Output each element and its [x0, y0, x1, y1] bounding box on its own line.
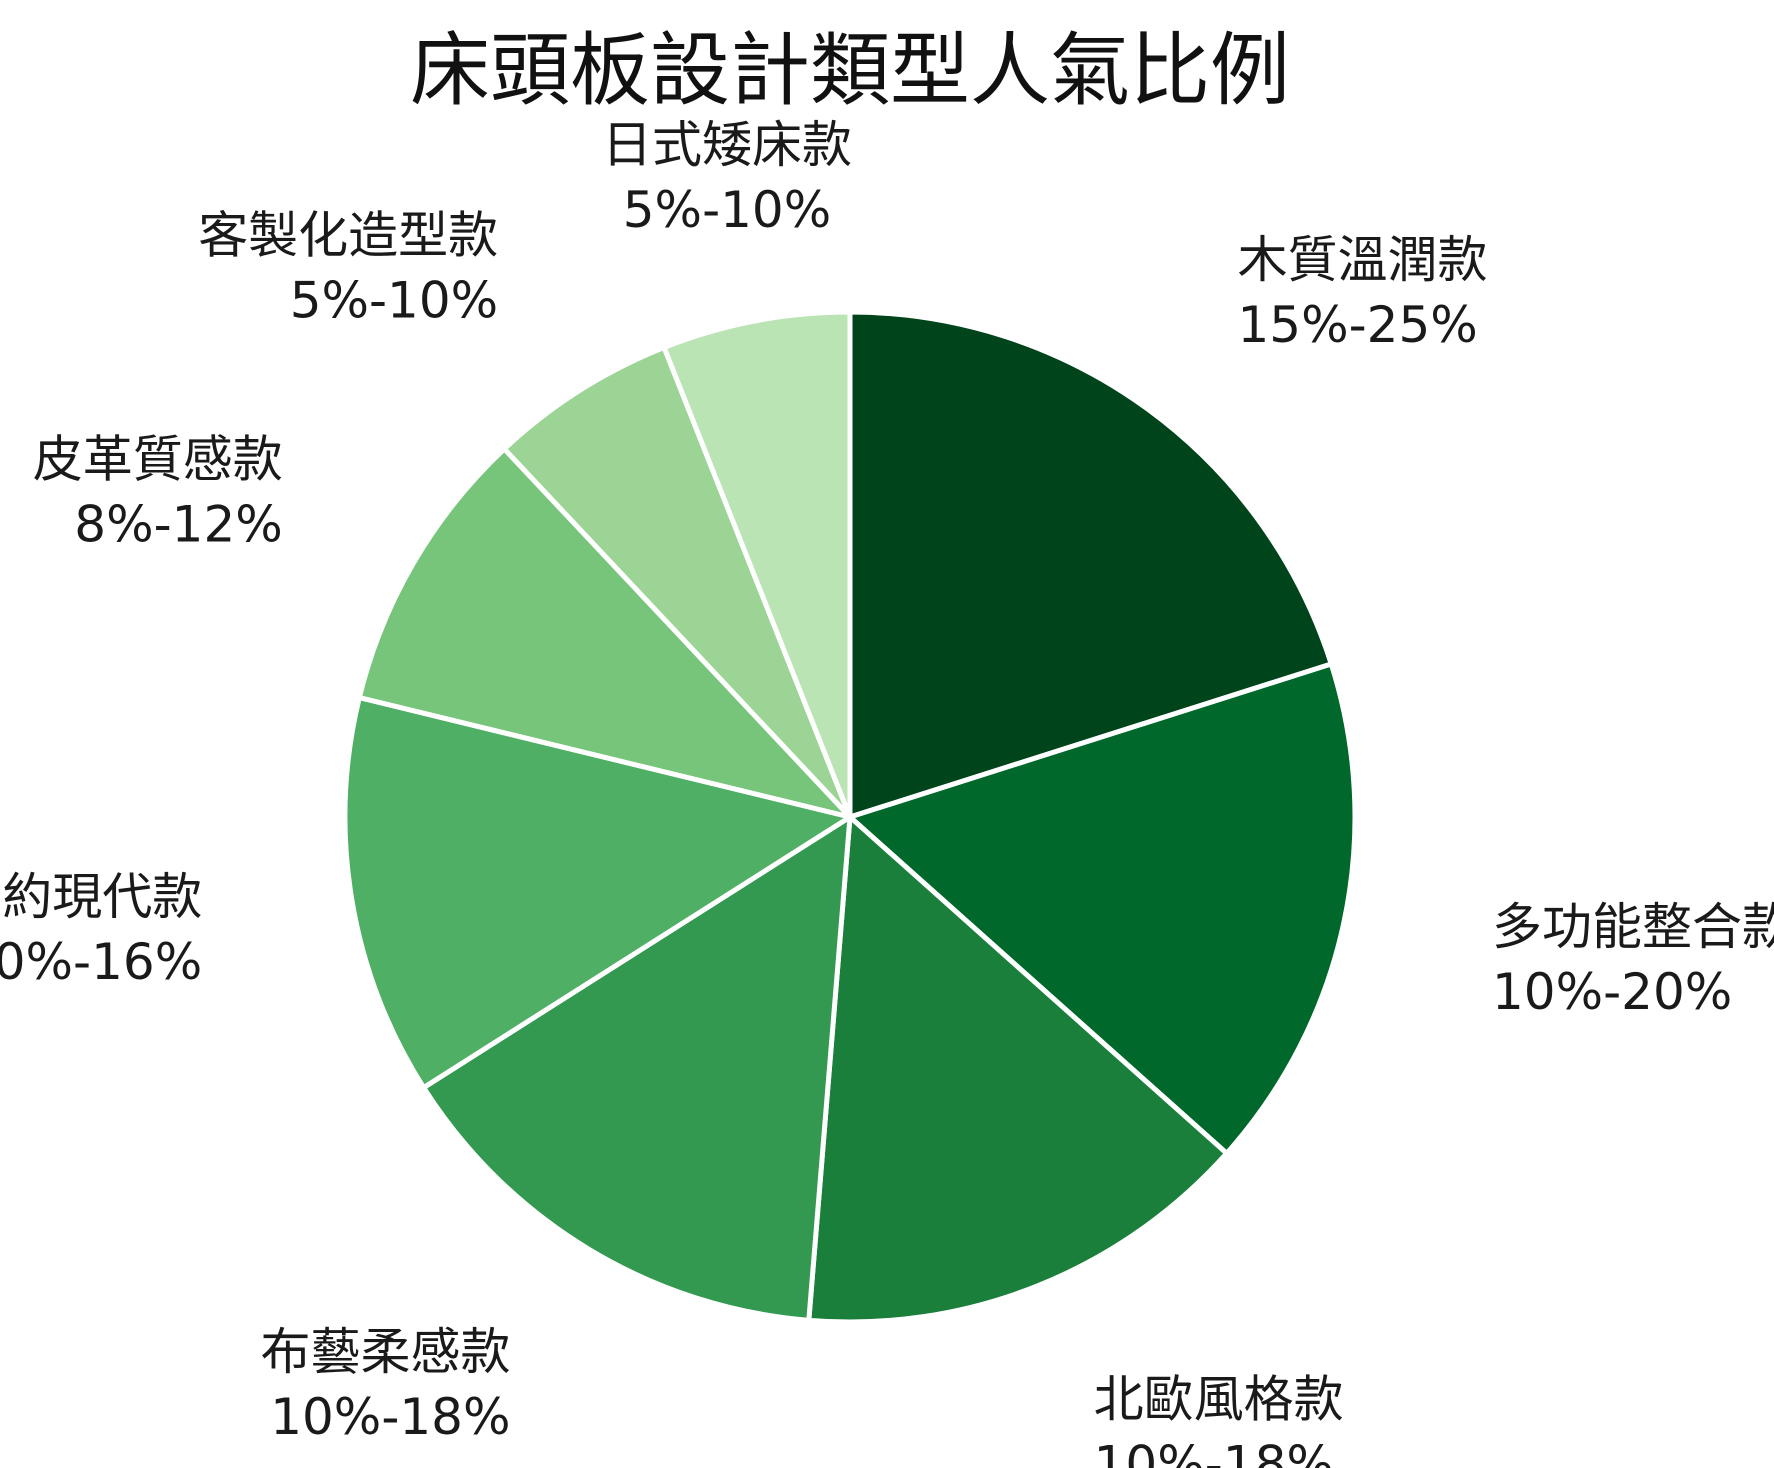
slice-range: 10%-18%: [270, 1388, 510, 1446]
pie-slice-1: [847, 309, 1334, 820]
pie-labels: 木質溫潤款 15%-25%多功能整合款 10%-20%北歐風格款 10%-18%布藝柔…: [0, 116, 1774, 1468]
slice-label-5: 簡約現代款 10%-16%: [0, 868, 202, 991]
pie-slice-7: [501, 344, 853, 820]
pie-slice-6: [356, 446, 853, 820]
slice-label-8: 日式矮床款 5%-10%: [602, 116, 852, 239]
slice-name: 北歐風格款: [1094, 1371, 1344, 1429]
pie-slice-4: [421, 814, 853, 1323]
pie-slices: [342, 309, 1358, 1325]
slice-name: 木質溫潤款: [1238, 231, 1488, 289]
pie-slice-3: [806, 814, 1230, 1325]
slice-name: 簡約現代款: [0, 868, 202, 926]
slice-label-3: 北歐風格款 10%-18%: [1094, 1371, 1344, 1468]
slice-label-1: 木質溫潤款 15%-25%: [1238, 231, 1488, 354]
slice-range: 10%-18%: [1094, 1436, 1334, 1468]
slice-range: 5%-10%: [290, 272, 499, 330]
pie-slice-5: [342, 695, 853, 1091]
slice-name: 多功能整合款: [1492, 898, 1774, 956]
chart-title: 床頭板設計類型人氣比例: [410, 24, 1290, 117]
slice-name: 皮革質感款: [33, 430, 283, 488]
slice-range: 10%-16%: [0, 933, 202, 991]
pie-slice-2: [847, 661, 1358, 1156]
slice-range: 5%-10%: [623, 181, 832, 239]
pie-slice-8: [661, 309, 853, 820]
slice-name: 日式矮床款: [602, 116, 852, 174]
slice-label-4: 布藝柔感款 10%-18%: [261, 1323, 511, 1446]
slice-label-2: 多功能整合款 10%-20%: [1492, 898, 1774, 1021]
slice-range: 10%-20%: [1492, 963, 1732, 1021]
slice-range: 15%-25%: [1238, 296, 1478, 354]
slice-name: 布藝柔感款: [261, 1323, 511, 1381]
slice-range: 8%-12%: [74, 495, 283, 553]
slice-label-7: 客製化造型款 5%-10%: [198, 207, 498, 330]
slice-name: 客製化造型款: [198, 207, 498, 265]
slice-label-6: 皮革質感款 8%-12%: [33, 430, 283, 553]
